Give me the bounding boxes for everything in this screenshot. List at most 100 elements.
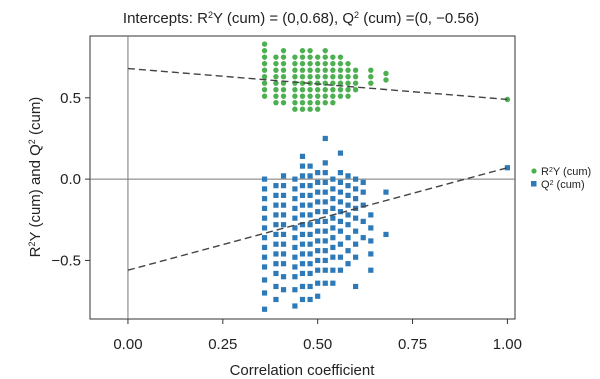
data-point <box>299 251 306 257</box>
data-point <box>280 241 287 247</box>
data-point <box>330 244 336 251</box>
data-point <box>292 93 298 99</box>
data-point <box>299 86 306 93</box>
data-point <box>273 80 279 86</box>
data-point <box>307 202 313 208</box>
data-point <box>299 54 306 60</box>
data-point <box>345 60 351 67</box>
data-point <box>280 47 287 54</box>
data-point <box>307 192 313 198</box>
data-point <box>273 251 279 257</box>
data-point <box>314 106 321 112</box>
data-point <box>368 238 374 244</box>
data-point <box>337 73 344 80</box>
text-segment: (cum) <box>27 97 44 140</box>
data-point <box>292 99 298 106</box>
data-point <box>330 86 336 93</box>
data-point <box>353 254 359 260</box>
data-point <box>345 248 351 254</box>
data-point <box>299 80 306 86</box>
superscript: 2 <box>354 10 359 20</box>
data-point <box>307 86 313 93</box>
data-point <box>307 54 313 60</box>
data-point <box>337 254 344 260</box>
data-point <box>337 267 344 273</box>
data-point <box>261 73 268 80</box>
data-point <box>322 280 328 286</box>
data-point <box>330 176 336 182</box>
data-point <box>337 93 344 99</box>
x-tick-label: 1.00 <box>493 336 522 353</box>
text-segment: Q <box>541 179 550 191</box>
data-point <box>330 67 336 73</box>
data-point <box>314 93 321 99</box>
data-point <box>273 192 279 198</box>
data-point <box>280 99 287 106</box>
data-point <box>280 222 287 228</box>
data-point <box>307 222 313 228</box>
data-points <box>261 41 511 312</box>
data-point <box>307 106 313 112</box>
data-point <box>353 186 359 192</box>
data-point <box>261 196 268 202</box>
y-tick-label: −0.5 <box>51 252 81 269</box>
data-point <box>273 270 279 277</box>
data-point <box>299 73 306 80</box>
data-point <box>383 70 389 77</box>
legend-item-r2y: R2Y (cum) <box>531 166 591 178</box>
data-point <box>314 99 321 106</box>
series-r2y-points <box>261 41 511 112</box>
superscript: 2 <box>27 139 37 144</box>
data-point <box>345 86 351 93</box>
data-point <box>330 280 336 286</box>
data-point <box>307 73 313 80</box>
data-point <box>330 186 336 192</box>
text-segment: R <box>541 166 549 178</box>
data-point <box>280 73 287 80</box>
data-point <box>292 303 298 309</box>
data-point <box>322 238 328 244</box>
data-point <box>345 235 351 241</box>
data-point <box>292 186 298 192</box>
regression-lines <box>127 67 508 271</box>
data-point <box>322 199 328 205</box>
data-point <box>504 165 511 171</box>
data-point <box>273 60 279 67</box>
x-axis-label: Correlation coefficient <box>230 362 376 379</box>
data-point <box>307 173 313 179</box>
data-point <box>307 251 313 257</box>
y-tick-label: 0.5 <box>60 90 81 107</box>
data-point <box>299 231 306 238</box>
legend-label: R2Y (cum) <box>541 166 591 178</box>
chart-title: Intercepts: R2Y (cum) = (0,0.68), Q2 (cu… <box>123 10 479 27</box>
data-point <box>261 264 268 270</box>
data-point <box>330 99 336 106</box>
data-point <box>337 199 344 205</box>
data-point <box>345 173 351 179</box>
data-point <box>261 225 268 231</box>
data-point <box>337 218 344 225</box>
data-point <box>273 202 279 208</box>
data-point <box>292 215 298 221</box>
r2y-regression-line <box>127 67 508 101</box>
legend-item-q2: Q2 (cum) <box>531 179 585 191</box>
data-point <box>337 170 344 176</box>
plot-area <box>89 35 516 320</box>
data-point <box>292 86 298 93</box>
data-point <box>261 277 268 283</box>
data-point <box>322 228 328 234</box>
data-point <box>383 189 389 195</box>
data-point <box>261 306 268 312</box>
data-point <box>280 212 287 218</box>
data-point <box>314 73 321 80</box>
data-point <box>353 228 359 234</box>
data-point <box>299 60 306 67</box>
data-point <box>353 176 359 182</box>
data-point <box>322 60 328 67</box>
data-point <box>307 241 313 247</box>
data-point <box>368 251 374 257</box>
data-point <box>322 257 328 264</box>
data-point <box>315 199 321 205</box>
data-point <box>322 209 328 215</box>
x-tick-label: 0.50 <box>303 336 332 353</box>
